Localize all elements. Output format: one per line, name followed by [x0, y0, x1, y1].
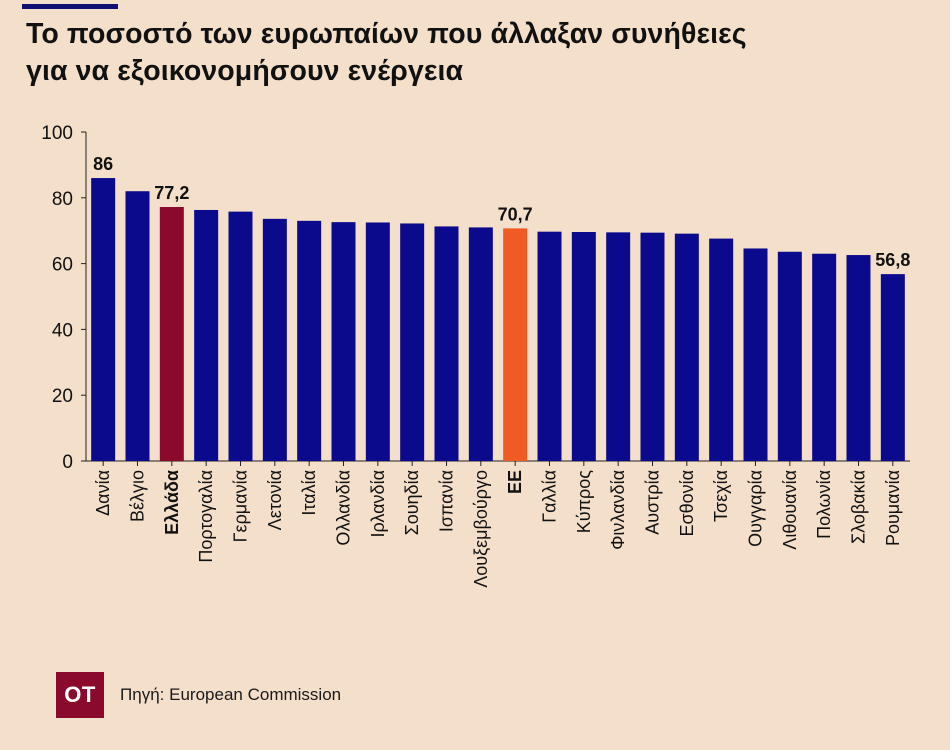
- bar: [400, 223, 425, 461]
- x-tick-label: Σουηδία: [402, 470, 422, 535]
- x-tick-label: ΕΕ: [505, 470, 525, 494]
- ot-logo: OT: [56, 672, 104, 718]
- bar: [91, 178, 116, 461]
- x-tick-label: Γαλλία: [540, 470, 560, 523]
- x-tick-label: Λετονία: [265, 470, 285, 530]
- bar: [777, 251, 802, 461]
- x-tick-label: Γερμανία: [231, 470, 251, 542]
- data-label: 70,7: [498, 204, 533, 224]
- data-label: 56,8: [875, 250, 910, 270]
- title-accent-bar: [22, 4, 118, 9]
- bar: [331, 222, 356, 461]
- bar: [674, 233, 699, 461]
- chart-title-line-1: Το ποσοστό των ευρωπαίων που άλλαξαν συν…: [26, 18, 747, 50]
- x-tick-label: Ιρλανδία: [368, 470, 388, 537]
- bar: [365, 222, 390, 461]
- x-tick-label: Κύπρος: [574, 470, 594, 534]
- x-tick-label: Δανία: [93, 470, 113, 516]
- bar: [194, 209, 219, 461]
- bar: [571, 232, 596, 461]
- x-tick-label: Σλοβακία: [849, 470, 869, 544]
- x-tick-label: Βέλγιο: [128, 470, 148, 522]
- x-tick-label: Ελλάδα: [162, 470, 182, 535]
- data-label: 77,2: [154, 183, 189, 203]
- y-tick-label: 40: [52, 320, 73, 341]
- source-note: Πηγή: European Commission: [120, 685, 342, 704]
- y-tick-label: 60: [52, 255, 73, 276]
- bar: [537, 231, 562, 461]
- x-tick-label: Πολωνία: [814, 470, 834, 539]
- bar: [262, 218, 287, 461]
- x-tick-label: Πορτογαλία: [196, 470, 216, 563]
- x-tick-label: Τσεχία: [711, 470, 731, 522]
- x-tick-label: Ουγγαρία: [746, 470, 766, 547]
- y-tick-label: 0: [62, 452, 73, 473]
- x-tick-label: Ρουμανία: [883, 470, 903, 546]
- bar: [709, 238, 734, 461]
- bar: [297, 220, 322, 461]
- x-tick-label: Αυστρία: [643, 470, 663, 535]
- y-tick-label: 80: [52, 189, 73, 210]
- bar: [468, 227, 493, 461]
- y-tick-label: 20: [52, 386, 73, 407]
- bar: [640, 232, 665, 461]
- bar: [812, 253, 837, 461]
- bar: [228, 211, 253, 461]
- bar: [846, 255, 871, 461]
- x-tick-label: Λουξεμβούργο: [471, 470, 491, 588]
- chart-title-line-2: για να εξοικονομήσουν ενέργεια: [26, 55, 464, 87]
- data-label: 86: [93, 154, 113, 174]
- y-tick-label: 100: [41, 123, 73, 144]
- bar: [880, 274, 905, 461]
- chart-title: Το ποσοστό των ευρωπαίων που άλλαξαν συν…: [26, 16, 926, 90]
- bar: [606, 232, 631, 461]
- bar: [125, 191, 150, 461]
- x-tick-label: Φινλανδία: [608, 470, 628, 550]
- x-tick-label: Λιθουανία: [780, 470, 800, 550]
- x-tick-label: Ισπανία: [437, 470, 457, 532]
- bar: [434, 226, 459, 461]
- x-tick-label: Εσθονία: [677, 470, 697, 537]
- footer: OT Πηγή: European Commission: [56, 672, 341, 718]
- bar: [743, 248, 768, 461]
- x-tick-label: Ιταλία: [299, 470, 319, 516]
- bar: [503, 228, 528, 461]
- x-tick-label: Ολλανδία: [334, 470, 354, 546]
- bar: [159, 207, 184, 461]
